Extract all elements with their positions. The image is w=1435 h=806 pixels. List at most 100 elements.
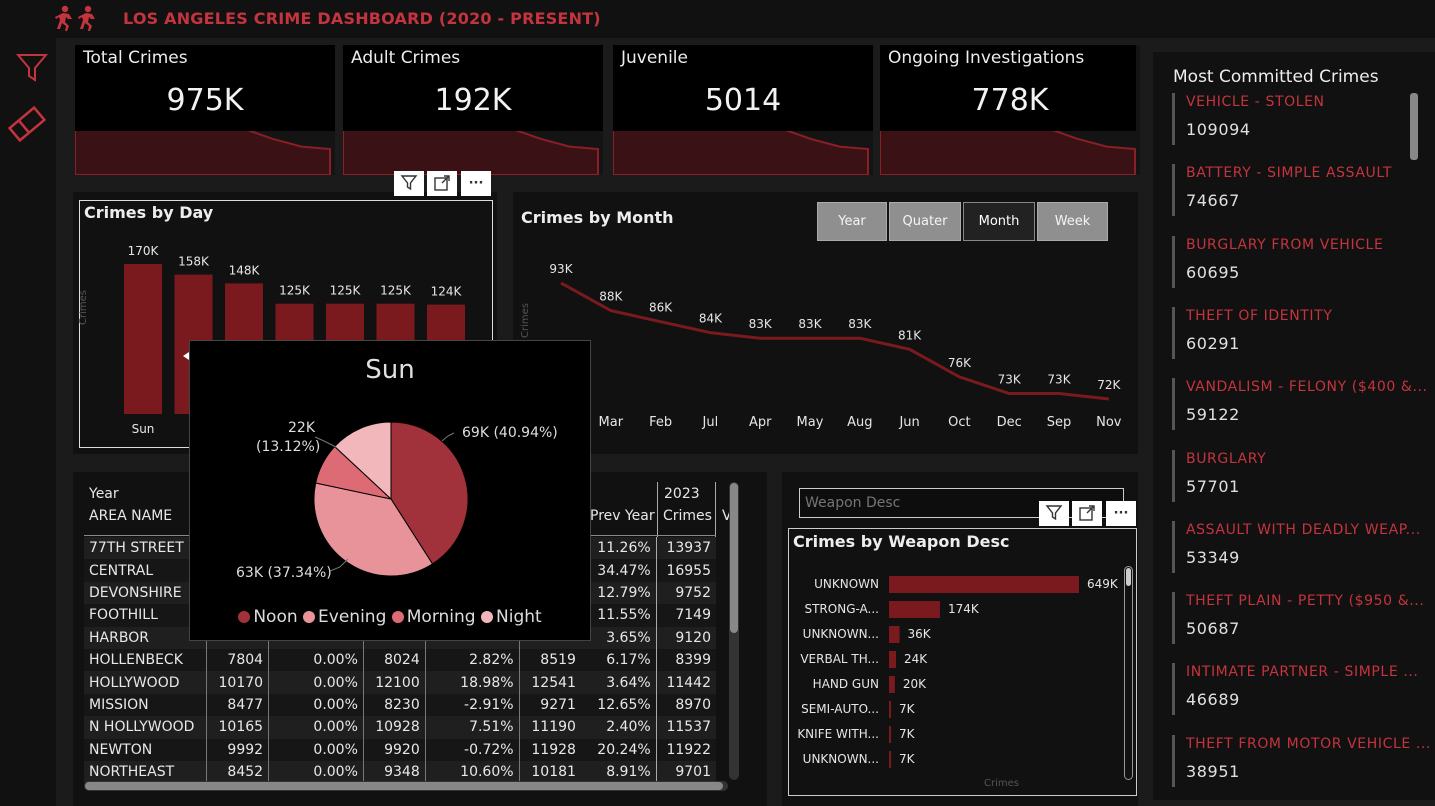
weapon-panel [782,472,1138,806]
value-cell: 16955 [655,559,716,582]
filter-icon[interactable] [16,52,48,84]
day-bar-sun[interactable] [124,264,162,414]
value-cell: 11.26% [597,540,651,557]
month-point-label: 86K [649,301,673,315]
visual-filter-icon[interactable] [1039,501,1069,526]
weapon-bar-label: 24K [904,652,928,666]
value-cell: 0.00% [268,738,364,761]
legend-night[interactable]: Night [481,607,542,627]
table-horizontal-scrollbar[interactable] [84,781,728,791]
month-point-label: 83K [749,317,773,331]
crime-type-name[interactable]: BATTERY - SIMPLE ASSAULT [1186,165,1393,182]
value-cell: 9348 [362,760,426,784]
table-header-v[interactable]: V [722,508,732,524]
table-row[interactable]: HOLLENBECK 7804 0.00% 8024 2.82% 8519 6.17% 839… [84,648,716,672]
kpi-header [613,45,873,131]
weapon-category-label: UNKNOWN... [803,627,879,641]
crime-type-name[interactable]: THEFT FROM MOTOR VEHICLE ... [1186,735,1432,752]
month-line[interactable] [560,281,1109,401]
weapon-bar[interactable] [889,651,897,668]
value-cell: 9920 [362,738,426,761]
weapon-bar[interactable] [889,626,900,643]
kpi-adult-crimes[interactable]: Adult Crimes 192K [343,45,603,175]
crimes-by-month-chart[interactable]: 93K 88K Mar 86K Feb 84K Jul 83K Apr 83K May 83K Aug 8… [520,250,1132,440]
list-item-accent-bar [1172,378,1175,431]
period-button-quarter[interactable]: Quater [889,202,961,241]
visual-filter-icon[interactable] [394,171,424,196]
value-cell: 20.24% [597,741,651,758]
legend-noon[interactable]: Noon [238,607,298,627]
value-cell: 8230 [362,693,426,717]
pie-slice-evening[interactable] [313,482,434,577]
month-axis-tick: Dec [997,415,1022,430]
period-button-year[interactable]: Year [817,202,887,241]
kpi-ongoing-investigations[interactable]: Ongoing Investigations 778K [880,45,1140,175]
legend-morning[interactable]: Morning [391,607,476,627]
title-bar [0,0,1435,38]
weapon-bar[interactable] [889,726,892,743]
crime-type-name[interactable]: THEFT OF IDENTITY [1186,307,1333,324]
crime-type-name[interactable]: THEFT PLAIN - PETTY ($950 &... [1186,593,1425,610]
crime-type-count: 59122 [1186,405,1240,425]
more-options-icon[interactable]: ··· [461,171,491,196]
month-axis-tick: Jul [702,415,719,430]
table-row[interactable]: N HOLLYWOOD 10165 0.00% 10928 7.51% 11190 2.40… [84,716,716,739]
table-row[interactable]: NEWTON 9992 0.00% 9920 -0.72% 11928 20.24% 1192… [84,738,716,761]
table-row[interactable]: NORTHEAST 8452 0.00% 9348 10.60% 10181 8.91% 97… [84,760,716,784]
kpi-header [880,45,1136,131]
weapon-bar[interactable] [889,701,892,718]
list-item-accent-bar [1172,449,1175,502]
weapon-bar[interactable] [889,601,940,618]
weapon-bar[interactable] [889,576,1079,593]
value-cell: 11190 [518,716,581,739]
crime-type-count: 57701 [1186,476,1240,496]
table-row[interactable]: HOLLYWOOD 10170 0.00% 12100 18.98% 12541 3.64%… [84,671,716,694]
pie-slice-night[interactable] [333,421,392,501]
crime-type-name[interactable]: BURGLARY FROM VEHICLE [1186,236,1384,253]
list-item-accent-bar [1172,93,1175,145]
night-slice-label: 22K [288,420,315,436]
weapon-bar[interactable] [889,751,892,768]
most-committed-scrollbar[interactable] [1410,93,1418,160]
crime-type-name[interactable]: VEHICLE - STOLEN [1186,94,1325,110]
kpi-juvenile[interactable]: Juvenile 5014 [613,45,873,175]
weapon-bar-label: 7K [899,727,916,741]
crime-type-name[interactable]: BURGLARY [1186,450,1267,467]
table-vertical-scrollbar[interactable] [729,482,739,780]
crime-type-count: 109094 [1186,120,1251,139]
weapon-bar-label: 649K [1087,577,1119,591]
crime-type-count: 60291 [1186,333,1240,353]
label-leader-line [314,436,337,448]
table-header-crimes[interactable]: Crimes [663,508,712,524]
crime-type-name[interactable]: ASSAULT WITH DEADLY WEAP... [1186,521,1421,538]
crime-type-name[interactable]: VANDALISM - FELONY ($400 &... [1186,379,1428,396]
weapon-bar[interactable] [889,676,895,693]
table-header-year: Year [89,486,119,502]
most-committed-panel [1153,52,1435,800]
legend-evening[interactable]: Evening [303,607,386,627]
area-name-cell: NORTHEAST [89,764,175,781]
area-name-cell: FOOTHILL [89,607,158,624]
focus-mode-icon[interactable] [427,171,457,196]
period-button-month[interactable]: Month [963,202,1035,241]
table-row[interactable]: MISSION 8477 0.00% 8230 -2.91% 9271 12.65% 8970 [84,693,716,717]
value-cell: -0.72% [424,738,520,761]
weapon-category-label: UNKNOWN [814,577,879,591]
crime-type-count: 74667 [1186,191,1240,211]
weapon-scrollbar[interactable] [1124,566,1133,780]
period-button-week[interactable]: Week [1037,202,1108,241]
crime-type-name[interactable]: INTIMATE PARTNER - SIMPLE ... [1186,664,1419,681]
value-cell: 11.55% [597,607,651,624]
day-bar-label: 124K [431,285,463,299]
more-options-icon[interactable]: ··· [1106,501,1136,526]
weapon-category-label: UNKNOWN... [803,752,879,766]
day-bar-label: 125K [380,284,412,298]
eraser-icon[interactable] [7,106,47,142]
weapon-chart-title: Crimes by Weapon Desc [793,532,1010,551]
crime-type-count: 53349 [1186,547,1240,567]
focus-mode-icon[interactable] [1072,501,1102,526]
kpi-total-crimes[interactable]: Total Crimes 975K [75,45,335,175]
crimes-by-weapon-chart[interactable]: UNKNOWN 649K STRONG-A... 174K UNKNOWN... 36K V… [790,566,1130,776]
kpi-value: 192K [434,83,512,118]
table-header-prev-year[interactable]: Prev Year [590,508,655,524]
